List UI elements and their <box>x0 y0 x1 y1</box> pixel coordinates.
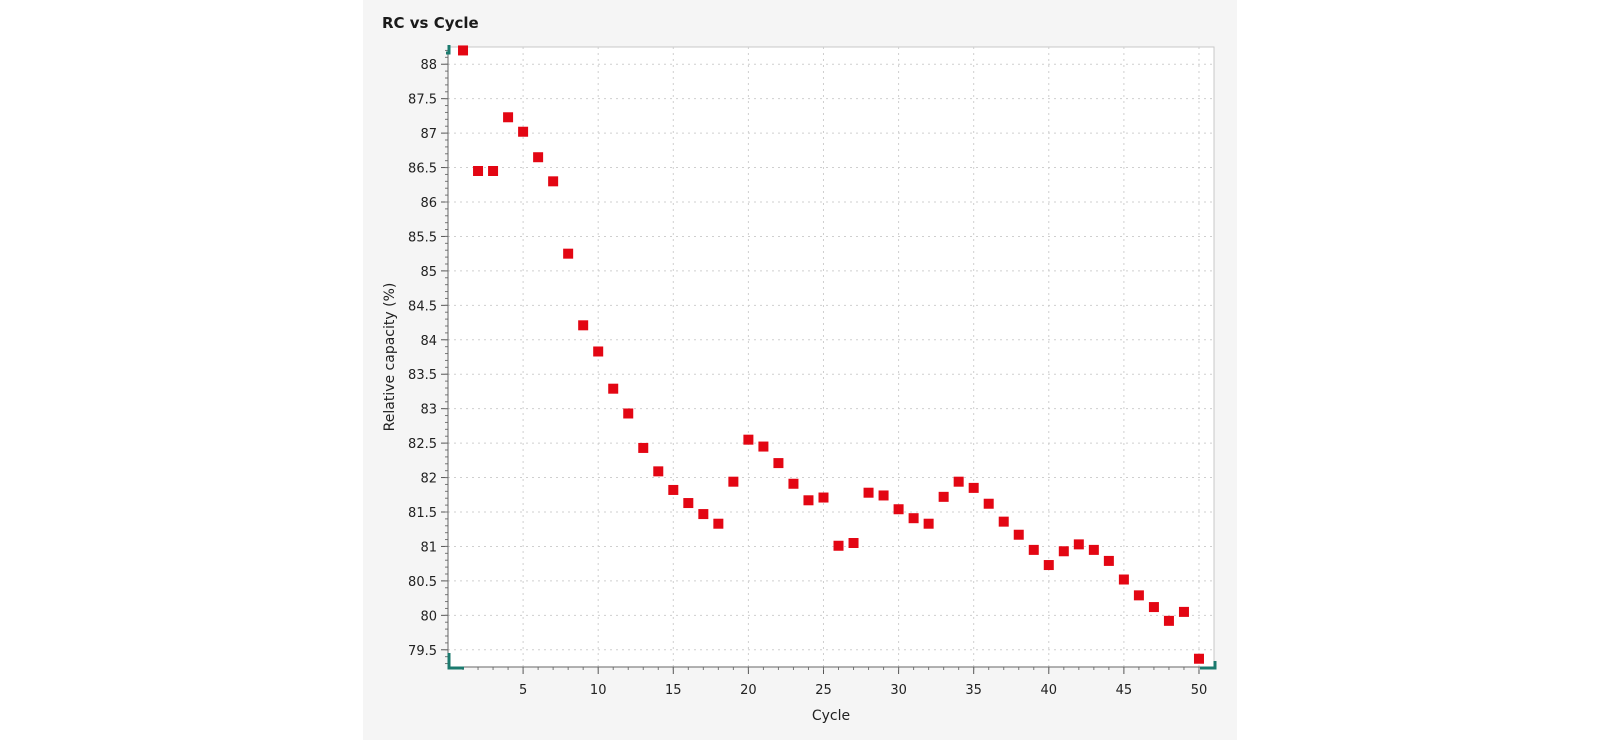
data-point <box>713 518 724 529</box>
axis-origin-marker <box>447 653 464 670</box>
data-point <box>578 320 589 331</box>
data-point <box>788 478 799 489</box>
data-point <box>683 498 694 509</box>
data-point <box>518 126 529 137</box>
y-tick-label: 85.5 <box>408 230 437 245</box>
data-point <box>1073 539 1084 550</box>
y-axis-label: Relative capacity (%) <box>382 283 398 432</box>
y-tick-label: 86 <box>420 196 437 211</box>
data-point <box>833 540 844 551</box>
data-point <box>1118 574 1129 585</box>
data-point <box>1013 529 1024 540</box>
x-axis-label: Cycle <box>812 708 850 724</box>
data-points <box>458 45 1204 664</box>
data-point <box>878 490 889 501</box>
y-tick-label: 87.5 <box>408 93 437 108</box>
data-point <box>983 498 994 509</box>
x-tick-label: 30 <box>890 683 907 698</box>
x-tick-label: 10 <box>590 683 607 698</box>
y-tick-label: 84 <box>420 334 437 349</box>
x-axis-end-marker <box>1200 661 1217 670</box>
data-point <box>938 491 949 502</box>
data-point <box>923 518 934 529</box>
data-point <box>473 166 484 176</box>
data-point <box>1148 602 1159 613</box>
data-point <box>698 509 709 520</box>
data-point <box>548 176 559 187</box>
data-point <box>848 538 859 548</box>
axis-ticks: 79.5 80 80.5 81 81.5 82 82.5 83 83.5 84 84.5 85 85.5… <box>408 47 1214 698</box>
data-point <box>533 152 544 163</box>
data-point <box>893 504 904 515</box>
data-point <box>818 492 829 503</box>
y-tick-label: 81.5 <box>408 506 437 521</box>
data-point <box>1028 544 1039 555</box>
data-point <box>1163 615 1174 626</box>
data-point <box>968 482 979 493</box>
data-point <box>1043 560 1054 571</box>
data-point <box>623 408 634 419</box>
data-point <box>728 476 739 487</box>
x-tick-label: 5 <box>519 683 527 698</box>
data-point <box>953 476 964 487</box>
y-tick-label: 83.5 <box>408 368 437 383</box>
y-tick-label: 86.5 <box>408 162 437 177</box>
data-point <box>563 248 574 259</box>
data-point <box>758 441 769 452</box>
data-point <box>638 442 649 453</box>
data-point <box>593 346 604 357</box>
data-point <box>1178 606 1189 617</box>
plot-area <box>447 46 1215 668</box>
data-point <box>908 513 919 524</box>
data-point <box>1103 555 1114 566</box>
x-tick-label: 45 <box>1116 683 1133 698</box>
y-tick-label: 80 <box>420 609 437 624</box>
y-tick-label: 82.5 <box>408 437 437 452</box>
axis-corner-markers <box>446 45 1217 670</box>
y-tick-label: 84.5 <box>408 299 437 314</box>
data-point <box>668 484 679 495</box>
x-tick-label: 40 <box>1041 683 1058 698</box>
data-point <box>998 516 1009 527</box>
y-tick-label: 88 <box>420 58 437 73</box>
x-tick-label: 15 <box>665 683 682 698</box>
grid-lines <box>448 47 1214 667</box>
y-tick-label: 79.5 <box>408 644 437 659</box>
y-tick-label: 81 <box>420 540 437 555</box>
data-point <box>608 383 619 394</box>
data-point <box>1193 653 1204 664</box>
y-tick-label: 82 <box>420 472 437 487</box>
data-point <box>458 45 469 56</box>
y-tick-label: 80.5 <box>408 575 437 590</box>
data-point <box>773 458 784 469</box>
data-point <box>1058 546 1069 557</box>
y-tick-label: 85 <box>420 265 437 280</box>
data-point <box>488 166 499 176</box>
x-tick-label: 25 <box>815 683 832 698</box>
data-point <box>503 112 514 123</box>
data-point <box>863 487 874 498</box>
y-tick-label: 87 <box>420 127 437 142</box>
data-point <box>653 466 664 477</box>
x-tick-label: 50 <box>1191 683 1208 698</box>
data-point <box>803 495 814 506</box>
chart-title: RC vs Cycle <box>382 14 479 32</box>
data-point <box>1133 590 1144 601</box>
x-tick-label: 20 <box>740 683 757 698</box>
data-point <box>1088 544 1099 555</box>
y-tick-label: 83 <box>420 403 437 418</box>
x-tick-label: 35 <box>965 683 982 698</box>
data-point <box>743 434 754 445</box>
y-axis-top-marker <box>446 45 451 55</box>
